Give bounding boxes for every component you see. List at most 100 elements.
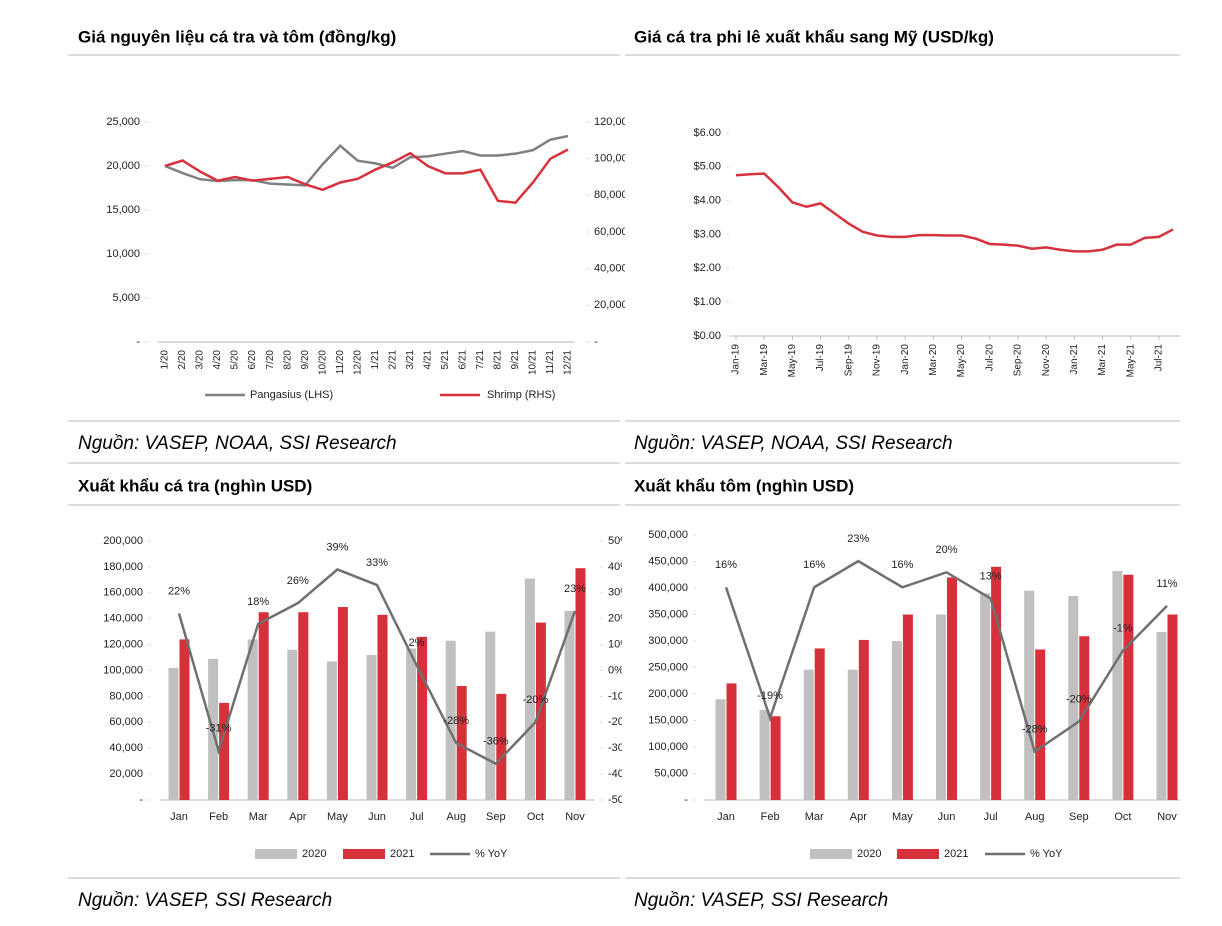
legend-label: Pangasius (LHS) [250,389,333,401]
bar [1112,571,1123,800]
y2-tick-label: 20,000 [594,299,628,311]
x-tick-label: 7/21 [475,350,486,370]
x-tick-label: 12/20 [352,350,363,375]
legend-label: % YoY [1030,848,1063,860]
y2-axis: -50% -40% -30% -20% -10% 0% 10% 20% 30% 40% 50% [608,535,634,806]
bar [575,568,586,800]
y-tick-label: $6.00 [693,127,721,139]
x-tick-label: May [327,811,348,823]
y-tick-label: $2.00 [693,262,721,274]
bar [496,693,507,800]
legend-label: 2020 [302,848,326,860]
y-tick-label: 15,000 [106,204,140,216]
y-tick-label: 60,000 [109,716,143,728]
y2-tick-label: 50% [608,535,630,547]
y-tick-label: 200,000 [648,688,688,700]
data-label: 16% [715,559,737,571]
bar [1024,590,1035,800]
y-tick-label: 120,000 [103,639,143,651]
x-tick-label: Jul-20 [984,344,995,372]
x-tick-label: Mar-20 [928,344,939,376]
x-tick-label: 10/20 [317,350,328,375]
data-label: 18% [247,596,269,608]
bar [456,686,467,800]
bar [485,631,496,800]
y2-tick-label: 30% [608,587,630,599]
data-label: 11% [1156,578,1177,590]
legend-swatch [897,849,939,859]
y-tick-label: 350,000 [648,608,688,620]
bar [366,654,377,800]
source: Nguồn: VASEP, NOAA, SSI Research [78,433,397,454]
y2-tick-label: 80,000 [594,189,628,201]
data-label: 22% [168,585,190,597]
bar [406,648,417,800]
bar [258,612,269,800]
chart-title: Xuất khẩu tôm (nghìn USD) [634,476,854,495]
bar [445,640,456,800]
x-tick-label: Jan [717,811,735,823]
bar [179,639,190,800]
y-tick-label: $5.00 [693,161,721,173]
legend-label: 2021 [390,848,414,860]
bar [726,683,737,800]
y2-tick-label: - [594,336,598,348]
bar [417,636,428,800]
x-tick-label: 10/21 [528,350,539,375]
x-tick-label: Oct [1114,811,1131,823]
data-label: -28% [443,715,469,727]
line [164,134,569,187]
legend-label: 2020 [857,848,881,860]
chart-title: Giá cá tra phi lê xuất khẩu sang Mỹ (USD… [634,27,994,46]
bar [326,661,337,800]
x-tick-label: Jun [368,811,386,823]
legend-label: % YoY [475,848,508,860]
y-tick-label: 100,000 [103,664,143,676]
x-tick-label: 2/20 [177,350,188,370]
x-tick-label: Mar [249,811,268,823]
y-tick-label: $1.00 [693,296,721,308]
bar [947,577,957,800]
y-tick-label: $0.00 [693,330,721,342]
y-tick-label: - [136,336,140,348]
bar [715,699,726,800]
data-label: 23% [564,583,586,595]
y2-tick-label: -50% [608,794,634,806]
bar [980,593,991,800]
x-tick-label: 5/20 [230,350,241,370]
x-tick-label: Jul [984,811,998,823]
y-tick-label: 450,000 [648,555,688,567]
x-tick-label: 3/20 [195,350,206,370]
x-tick-label: Jan-19 [731,344,742,375]
bar [1123,574,1134,800]
bar [891,641,902,800]
bar [1156,631,1167,800]
y-tick-label: 10,000 [106,248,140,260]
y2-axis: - 20,000 40,000 60,000 80,000 100,000 120,000 [594,116,634,348]
bar [287,649,298,800]
bar [247,639,258,800]
data-label: 39% [326,541,348,553]
x-tick-label: Aug [1025,811,1045,823]
bar [858,639,869,800]
x-tick-label: Jul-19 [815,344,826,372]
x-tick-label: 11/21 [545,350,556,375]
data-label: -20% [523,694,549,706]
x-tick-label: 7/20 [265,350,276,370]
x-tick-label: Jan-20 [900,344,911,375]
data-label: -1% [1113,623,1133,635]
y-tick-label: - [139,794,143,806]
x-tick-label: 4/21 [422,350,433,370]
x-tick-label: Mar-19 [759,344,770,376]
legend-swatch [343,849,385,859]
bar [770,716,781,800]
y2-tick-label: 100,000 [594,153,634,165]
x-tick-label: Oct [527,811,544,823]
x-tick-label: 6/20 [247,350,258,370]
x-tick-label: 8/20 [282,350,293,370]
y2-tick-label: 120,000 [594,116,634,128]
y-tick-label: 300,000 [648,635,688,647]
bar [524,578,535,800]
y-tick-label: 140,000 [103,613,143,625]
